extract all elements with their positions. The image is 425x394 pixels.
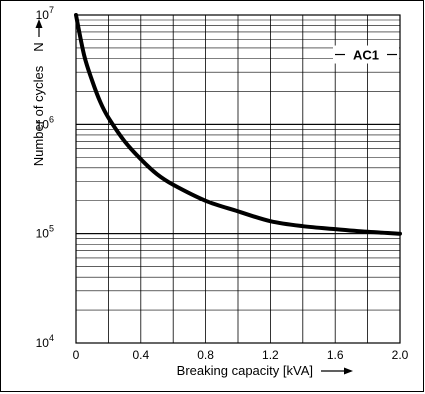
y-tick-label: 104	[36, 333, 54, 350]
series-label: AC1	[353, 48, 379, 63]
y-tick-label: 107	[36, 5, 54, 22]
series-line-ac1	[74, 13, 402, 236]
y-axis-arrow	[35, 19, 43, 37]
y-tick-label: 105	[36, 224, 54, 241]
x-tick-label: 1.6	[327, 348, 344, 362]
grid	[76, 15, 400, 344]
x-tick-label: 2.0	[392, 348, 409, 362]
x-tick-label: 0	[73, 348, 80, 362]
curve-layer: AC1	[74, 13, 402, 236]
x-axis-label: Breaking capacity [kVA]	[177, 363, 313, 378]
y-axis-label: Number of cycles	[31, 65, 46, 166]
x-tick-label: 0.4	[132, 348, 149, 362]
x-axis-arrow	[321, 367, 353, 375]
series-label-background	[333, 45, 399, 64]
plot-border	[75, 14, 401, 344]
x-tick-label: 1.2	[262, 348, 279, 362]
x-tick-label: 0.8	[197, 348, 214, 362]
y-axis-symbol: N	[31, 42, 46, 51]
